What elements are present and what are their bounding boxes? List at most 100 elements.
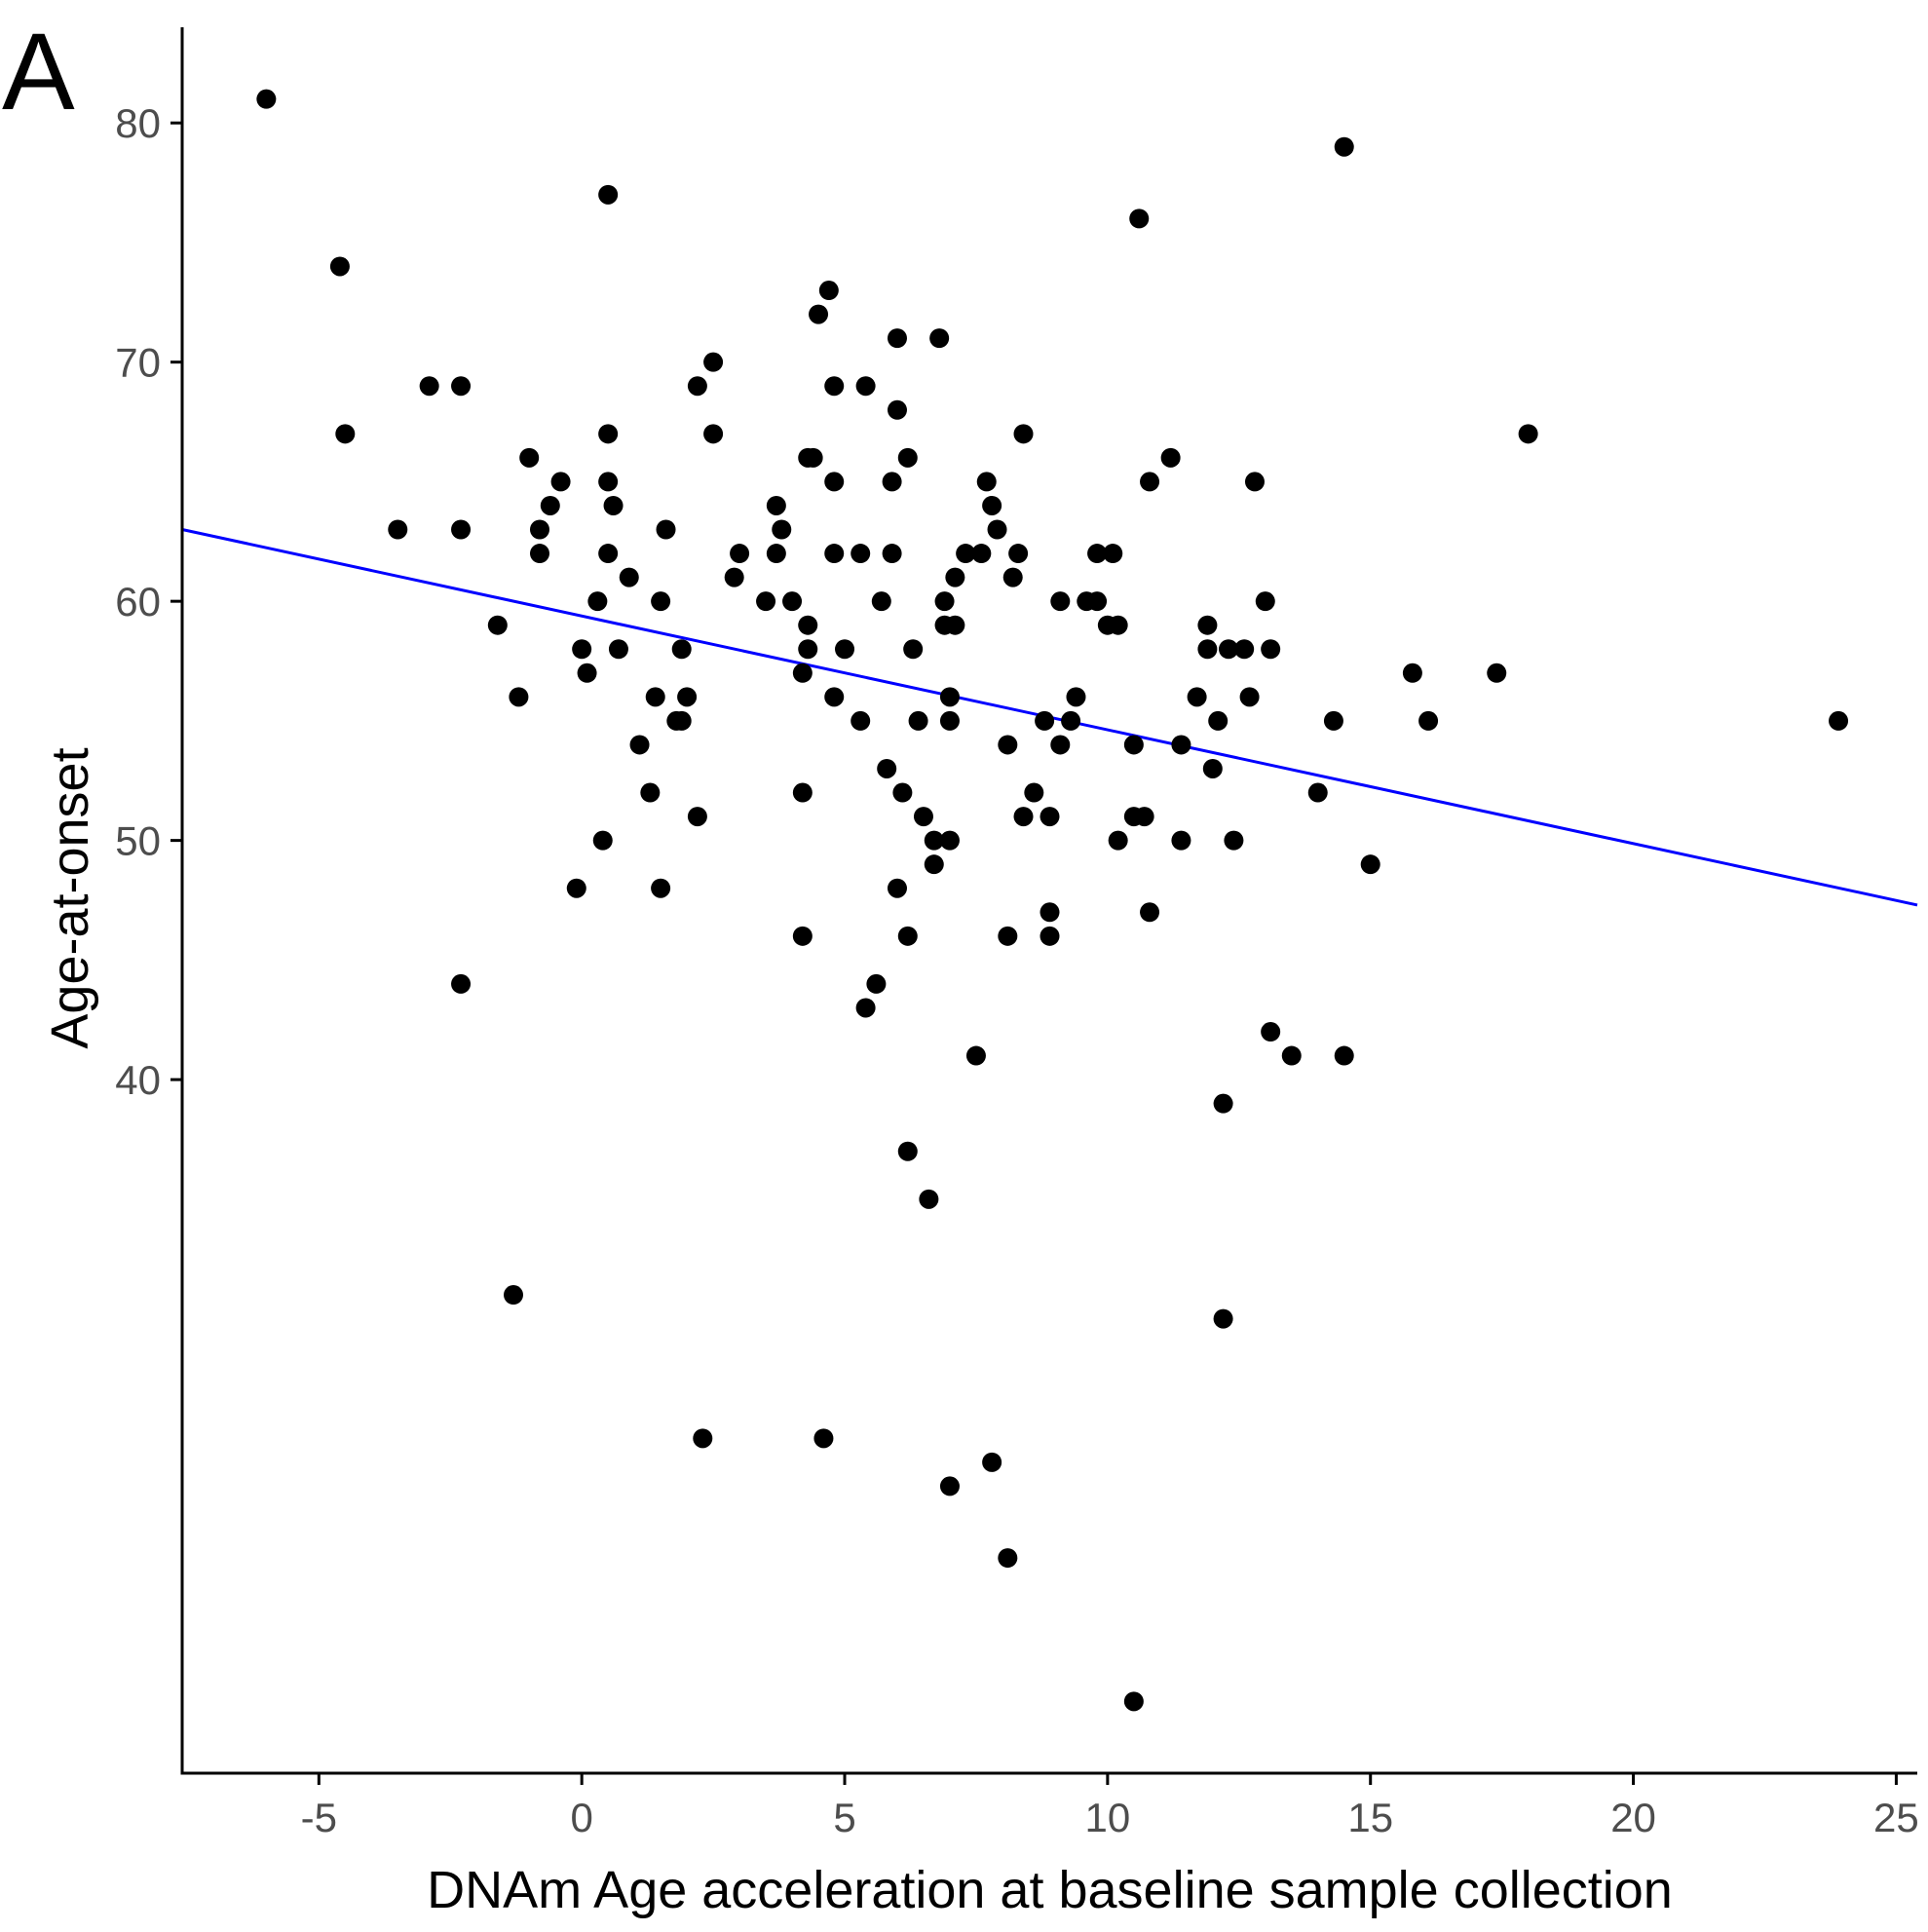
data-point xyxy=(929,328,950,349)
data-point xyxy=(1024,782,1044,803)
data-point xyxy=(892,782,913,803)
data-point xyxy=(651,878,671,898)
data-point xyxy=(509,687,529,707)
data-point xyxy=(998,1548,1018,1569)
data-point xyxy=(855,998,876,1018)
data-point xyxy=(903,639,924,660)
data-point xyxy=(598,544,619,564)
data-point xyxy=(1197,615,1218,635)
data-point xyxy=(598,184,619,205)
data-point xyxy=(687,807,707,827)
data-point xyxy=(1087,591,1108,612)
data-point xyxy=(572,639,592,660)
data-point xyxy=(540,495,560,515)
data-point xyxy=(887,328,907,349)
data-point xyxy=(1171,735,1191,755)
data-point xyxy=(824,472,845,492)
data-point xyxy=(987,519,1007,540)
data-point xyxy=(924,854,944,875)
data-point xyxy=(1234,639,1255,660)
x-tick-label: 25 xyxy=(1873,1795,1919,1840)
data-point xyxy=(687,376,707,397)
x-tick-label: -5 xyxy=(301,1795,337,1840)
data-point xyxy=(640,782,661,803)
x-axis-ticks: -5 0 5 10 15 20 25 xyxy=(301,1773,1919,1840)
data-point xyxy=(592,830,613,851)
data-point xyxy=(982,1452,1002,1472)
data-point xyxy=(703,424,724,444)
data-point xyxy=(851,710,871,731)
data-point xyxy=(1197,639,1218,660)
data-point xyxy=(1160,447,1181,468)
data-point xyxy=(877,758,897,778)
data-point xyxy=(529,519,549,540)
data-point xyxy=(924,830,944,851)
data-point xyxy=(256,89,277,109)
data-point xyxy=(335,424,356,444)
points-layer xyxy=(256,89,1849,1712)
data-point xyxy=(1035,710,1055,731)
data-point xyxy=(1140,472,1160,492)
data-point xyxy=(803,447,823,468)
data-point xyxy=(882,472,902,492)
data-point xyxy=(1108,830,1128,851)
data-point xyxy=(939,687,960,707)
data-point xyxy=(824,376,845,397)
data-point xyxy=(818,281,839,301)
data-point xyxy=(1103,544,1123,564)
data-point xyxy=(1123,1691,1144,1712)
data-point xyxy=(897,1141,918,1161)
data-point xyxy=(897,926,918,946)
y-tick-label: 60 xyxy=(115,579,161,625)
data-point xyxy=(1255,591,1275,612)
data-point xyxy=(976,472,997,492)
data-point xyxy=(645,687,665,707)
data-point xyxy=(934,591,955,612)
y-tick-label: 40 xyxy=(115,1057,161,1103)
data-point xyxy=(971,544,992,564)
data-point xyxy=(703,352,724,372)
y-axis-ticks: 40 50 60 70 80 xyxy=(115,100,182,1103)
data-point xyxy=(598,472,619,492)
data-point xyxy=(1261,639,1281,660)
data-point xyxy=(798,639,818,660)
data-point xyxy=(1066,687,1086,707)
x-tick-label: 20 xyxy=(1610,1795,1656,1840)
data-point xyxy=(766,544,786,564)
data-point xyxy=(651,591,671,612)
data-point xyxy=(693,1428,713,1449)
data-point xyxy=(851,544,871,564)
data-point xyxy=(1402,663,1422,683)
data-point xyxy=(1013,424,1034,444)
data-point xyxy=(1518,424,1538,444)
data-point xyxy=(1487,663,1507,683)
data-point xyxy=(756,591,776,612)
data-point xyxy=(603,495,624,515)
data-point xyxy=(835,639,855,660)
x-tick-label: 15 xyxy=(1347,1795,1393,1840)
data-point xyxy=(671,639,692,660)
data-point xyxy=(939,710,960,731)
data-point xyxy=(913,807,933,827)
data-point xyxy=(1061,710,1081,731)
data-point xyxy=(813,1428,834,1449)
data-point xyxy=(1129,208,1150,229)
data-point xyxy=(1140,902,1160,923)
x-tick-label: 5 xyxy=(833,1795,855,1840)
data-point xyxy=(887,399,907,420)
data-point xyxy=(809,304,829,324)
data-point xyxy=(998,926,1018,946)
data-point xyxy=(598,424,619,444)
data-point xyxy=(1040,902,1060,923)
data-point xyxy=(329,256,350,277)
data-point xyxy=(766,495,786,515)
data-point xyxy=(824,544,845,564)
y-tick-label: 80 xyxy=(115,100,161,146)
data-point xyxy=(1360,854,1380,875)
data-point xyxy=(1187,687,1207,707)
data-point xyxy=(451,973,472,994)
data-point xyxy=(451,519,472,540)
data-point xyxy=(871,591,891,612)
y-axis-title: Age-at-onset xyxy=(41,747,99,1048)
